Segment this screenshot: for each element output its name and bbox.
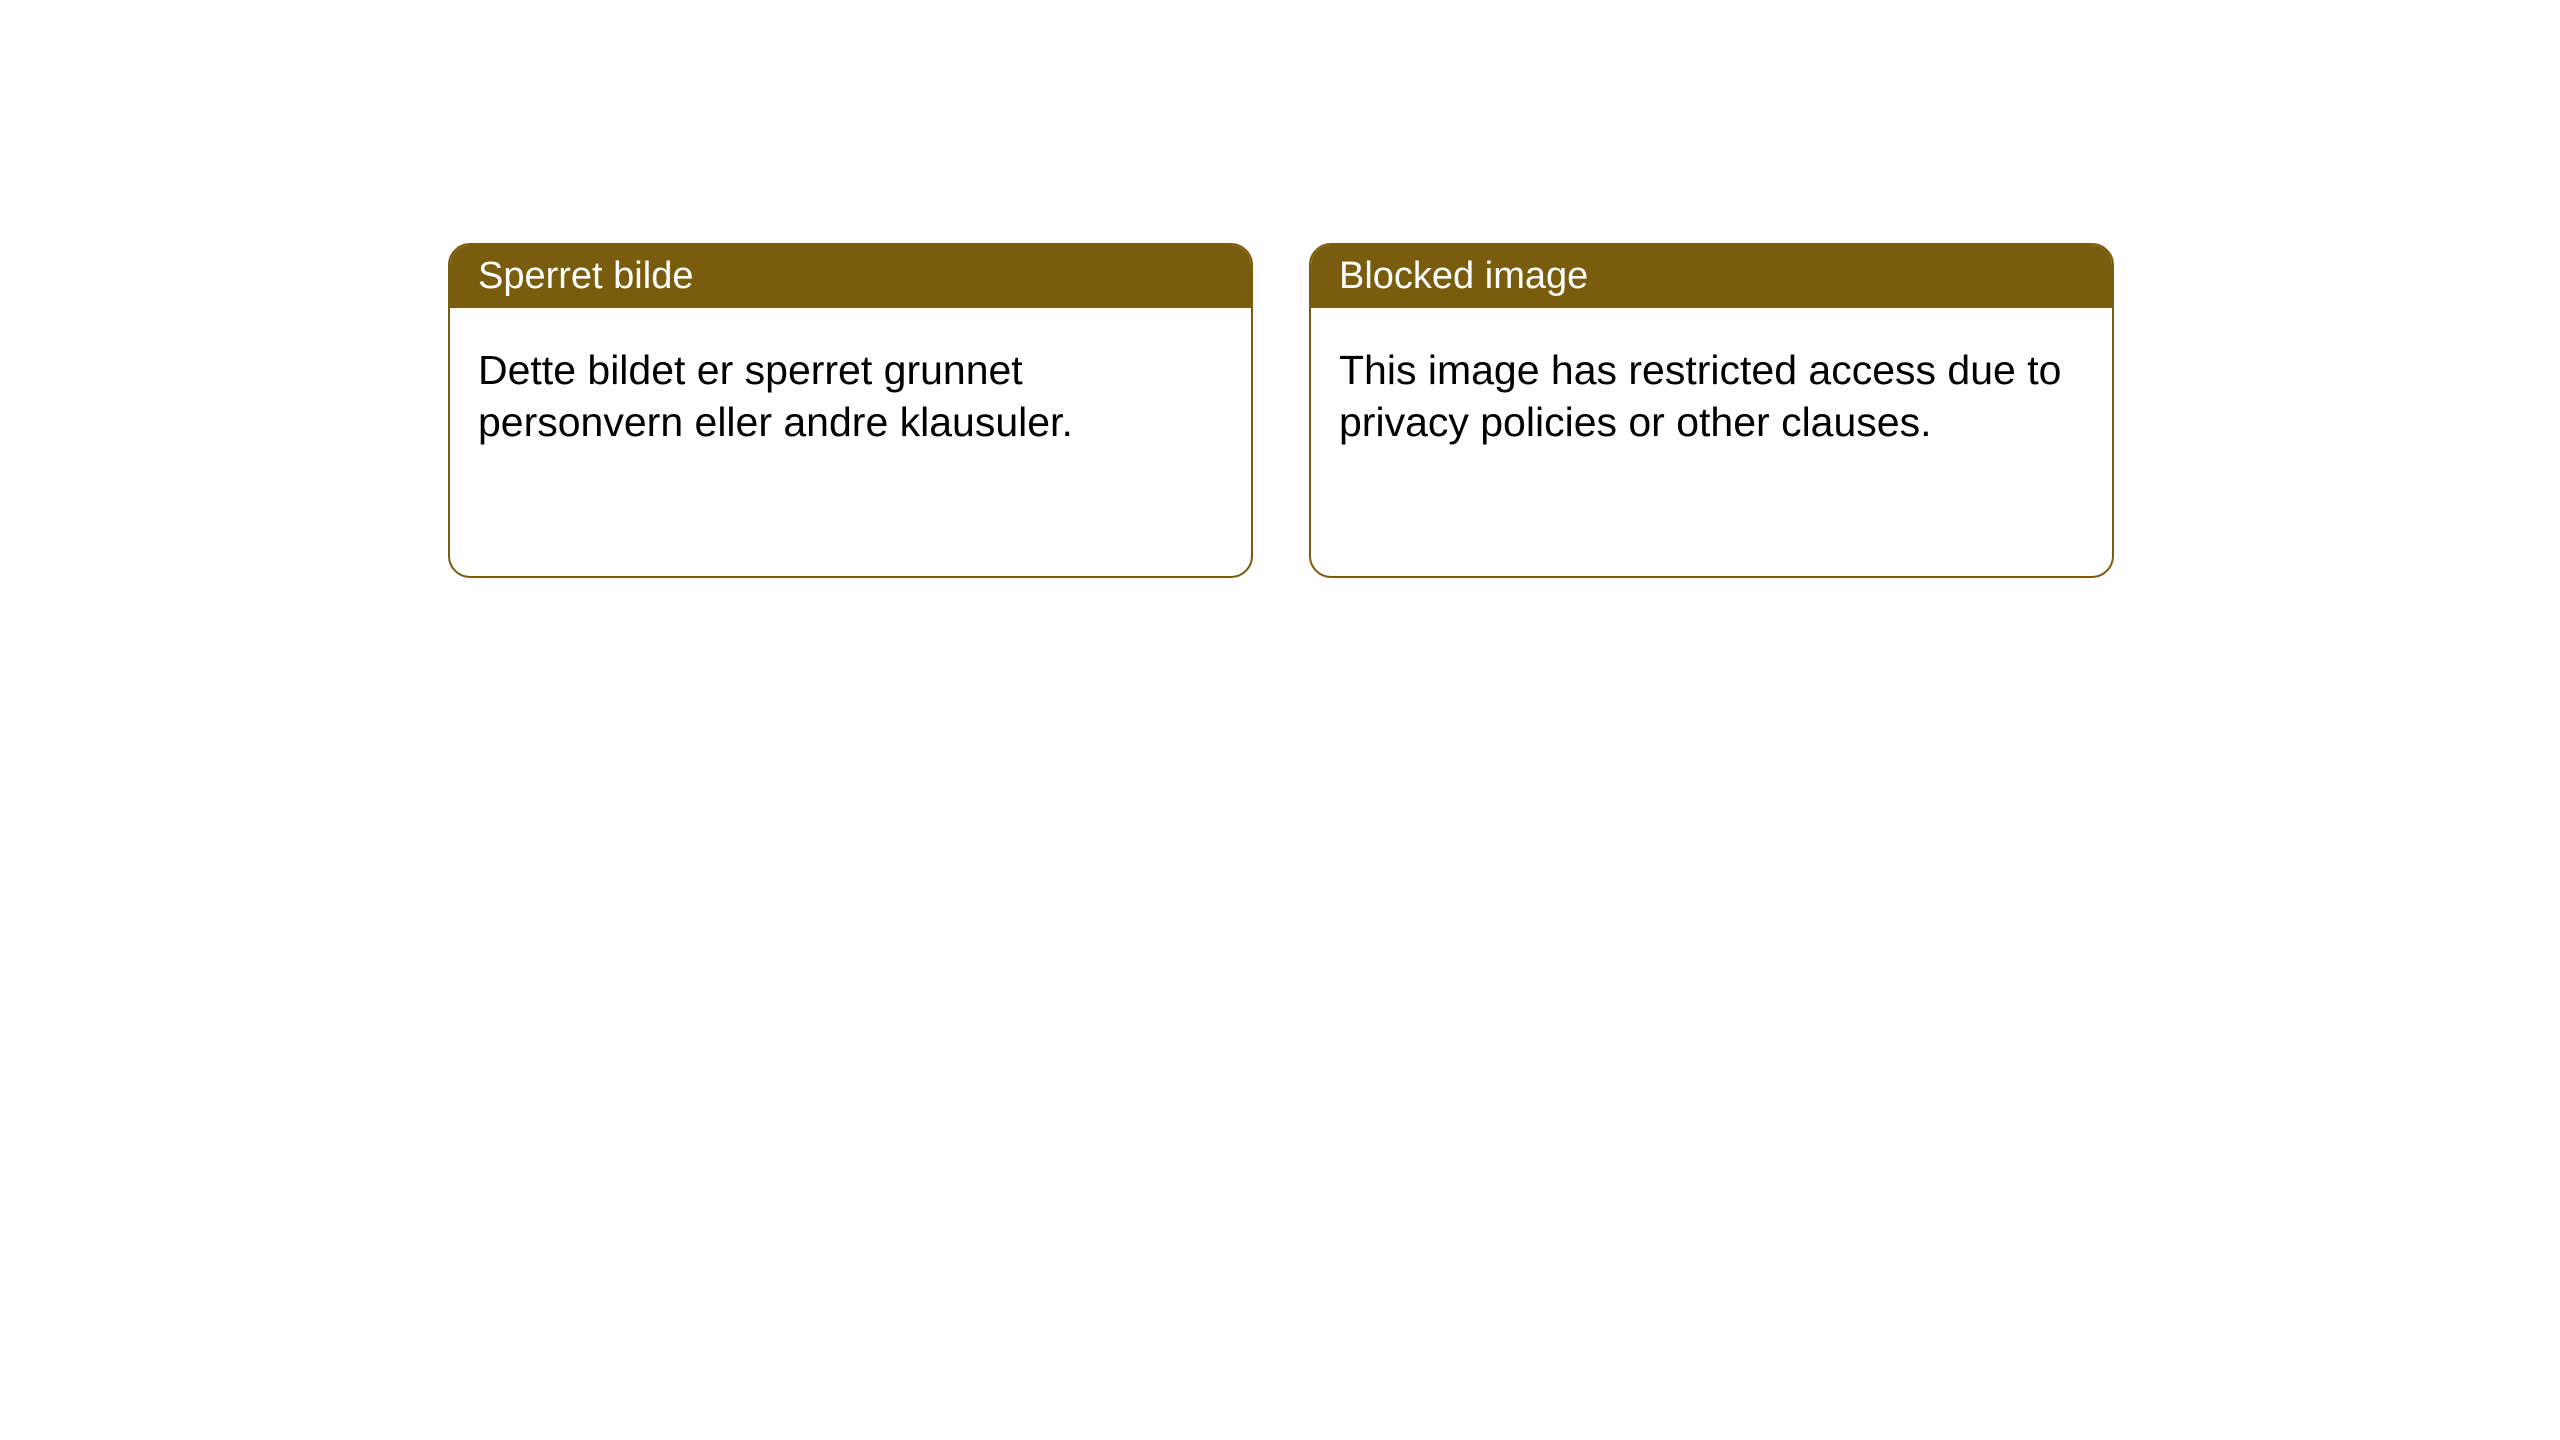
- card-body: This image has restricted access due to …: [1311, 308, 2112, 484]
- card-body: Dette bildet er sperret grunnet personve…: [450, 308, 1251, 484]
- card-body-text: Dette bildet er sperret grunnet personve…: [478, 347, 1073, 445]
- notice-card-english: Blocked image This image has restricted …: [1309, 243, 2114, 578]
- notice-container: Sperret bilde Dette bildet er sperret gr…: [0, 0, 2560, 578]
- card-header: Sperret bilde: [450, 245, 1251, 308]
- card-body-text: This image has restricted access due to …: [1339, 347, 2061, 445]
- card-header-text: Sperret bilde: [478, 255, 693, 297]
- card-header: Blocked image: [1311, 245, 2112, 308]
- card-header-text: Blocked image: [1339, 255, 1588, 297]
- notice-card-norwegian: Sperret bilde Dette bildet er sperret gr…: [448, 243, 1253, 578]
